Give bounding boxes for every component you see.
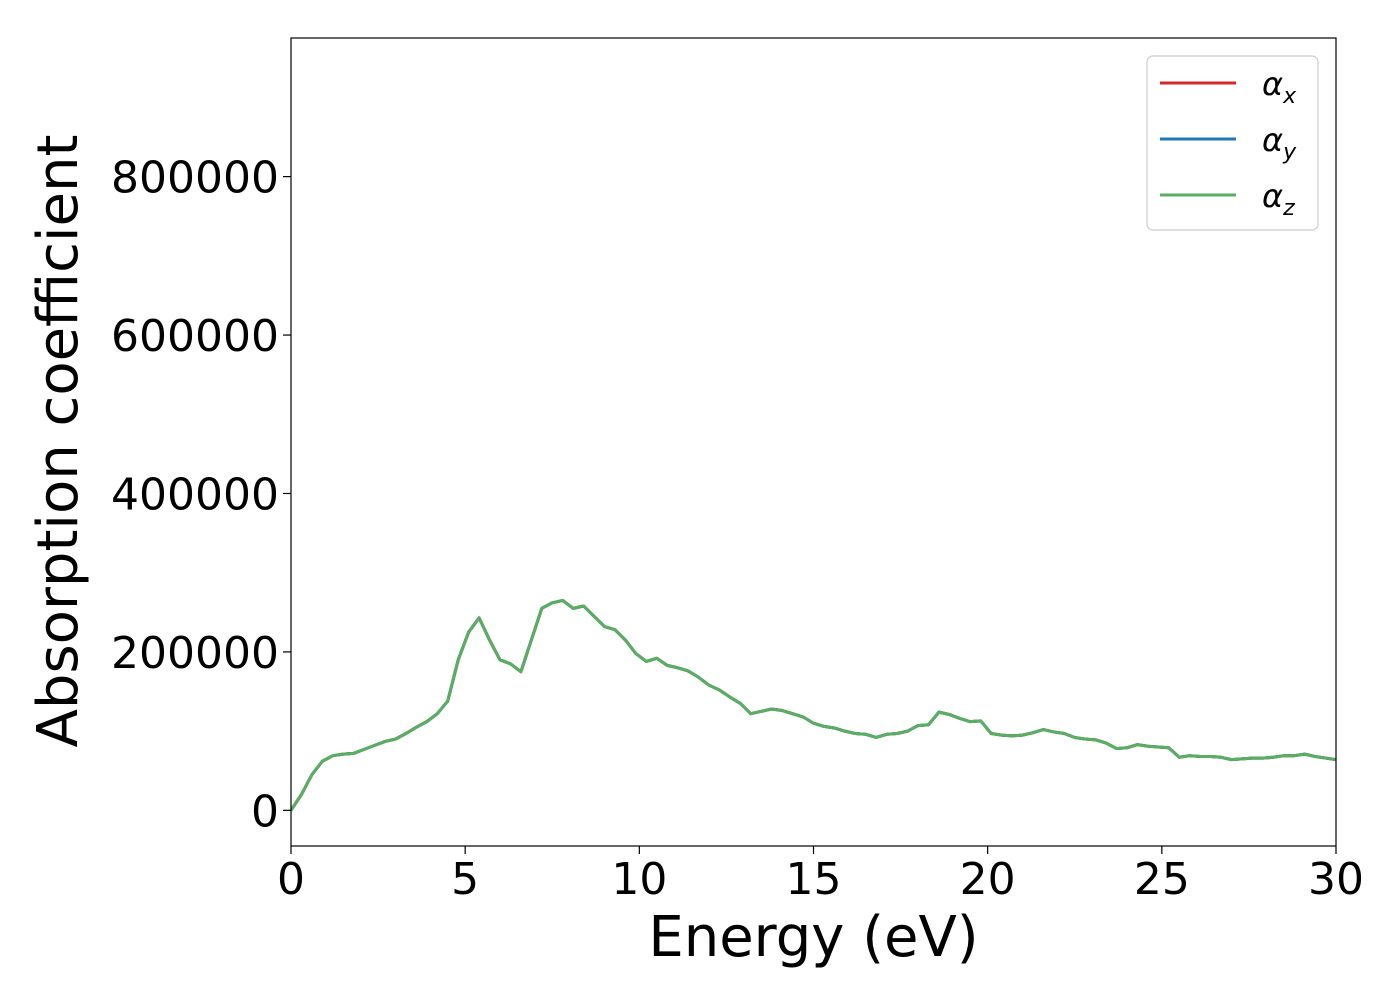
y-tick-label: 200000 [111,628,279,679]
legend-label-subscript: z [1282,196,1295,221]
x-tick-label: 10 [611,854,667,905]
legend-box [1146,55,1319,231]
legend-label-z: αz [1262,177,1295,221]
x-tick-label: 5 [451,854,479,905]
legend-label-symbol: α [1262,65,1283,103]
legend-label-subscript: y [1282,140,1297,165]
x-axis-label: Energy (eV) [648,905,978,970]
x-tick-label: 25 [1134,854,1190,905]
series-layer [291,598,1336,812]
x-tick-label: 20 [960,854,1016,905]
series-line-y [291,598,1336,812]
y-tick-label: 800000 [111,153,279,204]
legend-label-symbol: α [1262,177,1283,215]
series-line-z [291,598,1336,812]
y-axis: 0 200000 400000 600000 800000 [111,153,291,837]
x-axis: 0 5 10 15 20 25 30 [277,846,1364,905]
series-line-x [291,598,1336,812]
y-tick-label: 600000 [111,311,279,362]
legend-label-x: αx [1262,65,1297,109]
x-tick-label: 30 [1308,854,1364,905]
legend-label-y: αy [1262,121,1297,165]
legend-label-subscript: x [1282,84,1297,109]
y-axis-label: Absorption coefficient [26,135,91,748]
y-tick-label: 400000 [111,469,279,520]
legend-label-symbol: α [1262,121,1283,159]
x-tick-label: 15 [786,854,842,905]
y-tick-label: 0 [251,786,279,837]
x-tick-label: 0 [277,854,305,905]
